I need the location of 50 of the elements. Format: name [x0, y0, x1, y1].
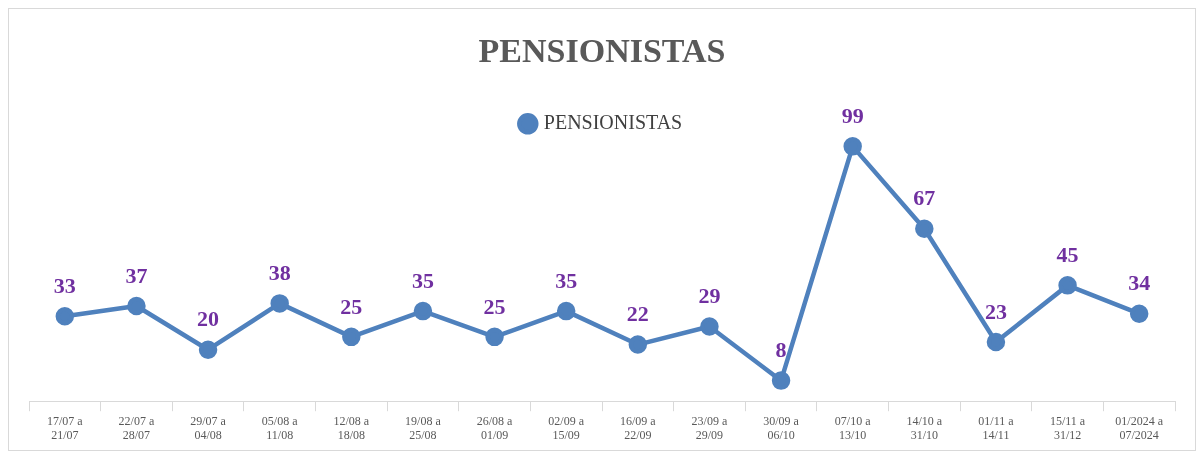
- data-label: 35: [555, 267, 578, 293]
- x-tick-label: 26/08 a 01/09: [476, 413, 514, 442]
- chart-title: PENSIONISTAS: [478, 32, 726, 70]
- data-label: 25: [483, 293, 506, 319]
- x-tick-label: 19/08 a 25/08: [405, 413, 442, 442]
- point: [198, 340, 218, 359]
- point: [556, 301, 576, 321]
- point: [342, 327, 361, 347]
- point: [700, 317, 719, 336]
- point: [1058, 276, 1077, 295]
- data-label: 20: [197, 306, 220, 332]
- x-tick-label: 22/07 a 28/07: [118, 413, 155, 442]
- data-label: 37: [125, 262, 148, 288]
- data-label: 22: [626, 301, 649, 327]
- x-tick-label: 15/11 a 31/12: [1049, 413, 1086, 442]
- data-label: 99: [841, 103, 864, 129]
- point: [413, 301, 433, 321]
- x-tick-label: 16/09 a 22/09: [619, 413, 657, 442]
- point: [55, 307, 75, 326]
- x-tick-label: 05/08 a 11/08: [261, 413, 299, 442]
- x-tick-label: 17/07 a 21/07: [46, 413, 84, 442]
- point: [270, 294, 289, 313]
- data-label: 34: [1128, 270, 1151, 296]
- x-tick-label: 12/08 a 18/08: [333, 413, 370, 442]
- data-label: 8: [775, 337, 787, 363]
- x-tick-label: 02/09 a 15/09: [548, 413, 585, 442]
- data-label: 67: [913, 185, 936, 211]
- x-tick-label: 14/10 a 31/10: [906, 413, 943, 442]
- point: [628, 335, 648, 354]
- x-tick-label: 07/10 a 13/10: [834, 413, 872, 442]
- point: [1129, 304, 1149, 323]
- x-tick-label: 01/11 a 14/11: [978, 413, 1015, 442]
- legend-label: PENSIONISTAS: [543, 111, 683, 134]
- x-tick-label: 23/09 a 29/09: [691, 413, 728, 442]
- data-label: 38: [268, 260, 291, 286]
- data-label: 35: [411, 267, 434, 293]
- data-label: 33: [53, 272, 76, 298]
- point: [915, 219, 934, 238]
- point: [771, 371, 791, 390]
- point: [127, 296, 146, 316]
- data-label: 45: [1056, 242, 1079, 268]
- x-tick-label: 01/2024 a 07/2024: [1115, 413, 1164, 442]
- x-tick-label: 30/09 a 06/10: [763, 413, 800, 442]
- data-label: 25: [340, 293, 363, 319]
- x-tick-label: 29/07 a 04/08: [190, 413, 227, 442]
- point: [485, 327, 504, 347]
- data-label: 23: [984, 298, 1007, 324]
- data-label: 29: [698, 283, 721, 309]
- point: [843, 137, 862, 156]
- point: [986, 332, 1006, 352]
